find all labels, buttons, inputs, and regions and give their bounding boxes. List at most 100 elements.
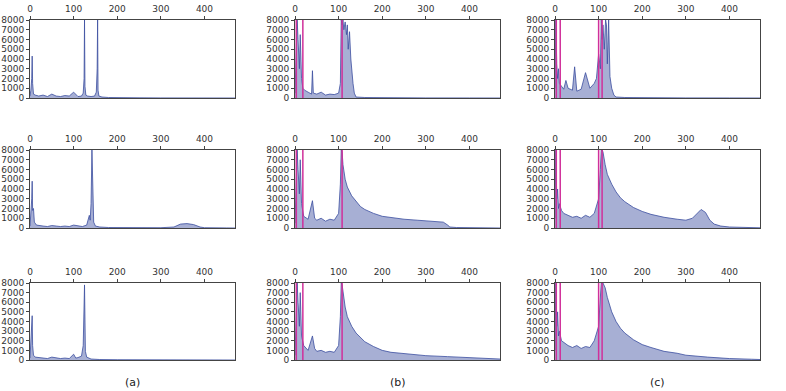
svg-text:4000: 4000 <box>526 317 549 327</box>
svg-text:0: 0 <box>27 134 33 144</box>
svg-text:400: 400 <box>721 134 738 144</box>
svg-text:200: 200 <box>109 134 126 144</box>
svg-text:1000: 1000 <box>526 346 549 356</box>
svg-text:8000: 8000 <box>266 15 289 25</box>
svg-text:100: 100 <box>590 4 607 14</box>
svg-text:0: 0 <box>18 223 24 233</box>
svg-text:0: 0 <box>27 267 33 277</box>
svg-text:400: 400 <box>461 4 478 14</box>
svg-text:3000: 3000 <box>1 326 24 336</box>
svg-text:3000: 3000 <box>526 326 549 336</box>
svg-text:6000: 6000 <box>1 297 24 307</box>
svg-text:0: 0 <box>292 134 298 144</box>
svg-text:0: 0 <box>18 355 24 365</box>
svg-text:0: 0 <box>283 93 289 103</box>
svg-text:2000: 2000 <box>266 336 289 346</box>
svg-text:5000: 5000 <box>1 44 24 54</box>
svg-text:100: 100 <box>65 4 82 14</box>
svg-text:6000: 6000 <box>1 35 24 45</box>
svg-text:3000: 3000 <box>266 326 289 336</box>
svg-text:200: 200 <box>374 4 391 14</box>
svg-text:2000: 2000 <box>1 204 24 214</box>
svg-text:200: 200 <box>634 4 651 14</box>
svg-text:8000: 8000 <box>1 278 24 288</box>
svg-text:8000: 8000 <box>1 145 24 155</box>
svg-text:0: 0 <box>552 134 558 144</box>
svg-text:3000: 3000 <box>1 64 24 74</box>
svg-text:2000: 2000 <box>1 74 24 84</box>
svg-text:100: 100 <box>330 267 347 277</box>
svg-text:100: 100 <box>330 4 347 14</box>
svg-text:2000: 2000 <box>1 336 24 346</box>
svg-text:1000: 1000 <box>1 346 24 356</box>
svg-text:3000: 3000 <box>526 194 549 204</box>
svg-text:200: 200 <box>109 267 126 277</box>
svg-text:100: 100 <box>65 267 82 277</box>
svg-text:2000: 2000 <box>266 204 289 214</box>
svg-text:(c): (c) <box>650 376 665 389</box>
svg-text:7000: 7000 <box>1 288 24 298</box>
svg-text:200: 200 <box>374 267 391 277</box>
svg-text:7000: 7000 <box>1 25 24 35</box>
svg-text:400: 400 <box>461 134 478 144</box>
svg-text:300: 300 <box>677 134 694 144</box>
svg-text:5000: 5000 <box>1 174 24 184</box>
svg-text:400: 400 <box>721 267 738 277</box>
svg-text:4000: 4000 <box>266 184 289 194</box>
svg-text:1000: 1000 <box>1 83 24 93</box>
svg-text:2000: 2000 <box>526 74 549 84</box>
svg-text:100: 100 <box>590 134 607 144</box>
svg-text:200: 200 <box>374 134 391 144</box>
svg-text:6000: 6000 <box>526 165 549 175</box>
svg-text:5000: 5000 <box>266 44 289 54</box>
svg-text:4000: 4000 <box>526 184 549 194</box>
svg-text:8000: 8000 <box>266 278 289 288</box>
svg-text:0: 0 <box>283 223 289 233</box>
svg-text:300: 300 <box>677 267 694 277</box>
svg-text:100: 100 <box>590 267 607 277</box>
svg-text:7000: 7000 <box>526 288 549 298</box>
svg-text:0: 0 <box>283 355 289 365</box>
svg-text:2000: 2000 <box>526 336 549 346</box>
svg-text:7000: 7000 <box>266 155 289 165</box>
svg-text:7000: 7000 <box>266 25 289 35</box>
svg-text:300: 300 <box>677 4 694 14</box>
svg-text:6000: 6000 <box>266 35 289 45</box>
svg-text:6000: 6000 <box>526 297 549 307</box>
svg-text:(a): (a) <box>125 376 140 389</box>
svg-text:0: 0 <box>552 4 558 14</box>
svg-text:200: 200 <box>634 134 651 144</box>
svg-text:7000: 7000 <box>1 155 24 165</box>
svg-text:5000: 5000 <box>1 307 24 317</box>
svg-text:0: 0 <box>292 267 298 277</box>
svg-text:7000: 7000 <box>526 155 549 165</box>
svg-text:1000: 1000 <box>266 213 289 223</box>
svg-text:400: 400 <box>461 267 478 277</box>
svg-text:300: 300 <box>417 4 434 14</box>
svg-text:8000: 8000 <box>526 145 549 155</box>
svg-text:300: 300 <box>417 134 434 144</box>
svg-text:4000: 4000 <box>1 54 24 64</box>
svg-text:5000: 5000 <box>526 307 549 317</box>
svg-text:4000: 4000 <box>526 54 549 64</box>
svg-text:0: 0 <box>543 223 549 233</box>
svg-text:7000: 7000 <box>266 288 289 298</box>
svg-text:400: 400 <box>721 4 738 14</box>
svg-text:1000: 1000 <box>526 83 549 93</box>
svg-text:5000: 5000 <box>526 174 549 184</box>
svg-text:300: 300 <box>152 267 169 277</box>
svg-text:400: 400 <box>196 267 213 277</box>
svg-text:6000: 6000 <box>266 165 289 175</box>
svg-text:(b): (b) <box>390 376 406 389</box>
svg-text:3000: 3000 <box>266 194 289 204</box>
svg-text:100: 100 <box>65 134 82 144</box>
svg-text:8000: 8000 <box>526 15 549 25</box>
svg-text:100: 100 <box>330 134 347 144</box>
svg-text:1000: 1000 <box>266 83 289 93</box>
svg-text:6000: 6000 <box>266 297 289 307</box>
svg-text:8000: 8000 <box>266 145 289 155</box>
svg-text:6000: 6000 <box>526 35 549 45</box>
svg-text:400: 400 <box>196 4 213 14</box>
svg-text:4000: 4000 <box>1 184 24 194</box>
svg-text:0: 0 <box>543 93 549 103</box>
